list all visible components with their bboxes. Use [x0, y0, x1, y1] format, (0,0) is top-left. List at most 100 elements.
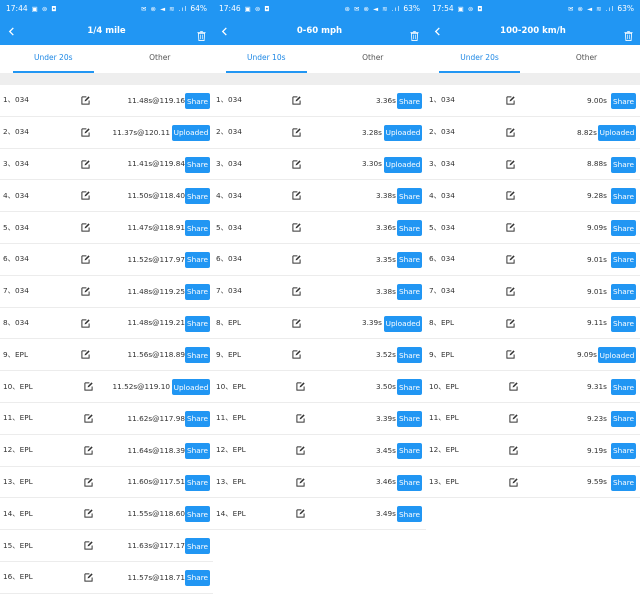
edit-icon[interactable] [84, 509, 93, 518]
edit-icon[interactable] [296, 382, 305, 391]
share-button[interactable]: Share [185, 442, 210, 459]
share-button[interactable]: Share [397, 410, 422, 427]
share-button[interactable]: Share [397, 474, 422, 491]
share-button[interactable]: Share [397, 442, 422, 459]
edit-icon[interactable] [506, 287, 515, 296]
share-button[interactable]: Share [611, 379, 636, 396]
share-button[interactable]: Share [185, 538, 210, 555]
tab-other[interactable]: Other [575, 53, 598, 62]
edit-icon[interactable] [509, 414, 518, 423]
edit-icon[interactable] [506, 191, 515, 200]
back-arrow-icon[interactable] [1, 17, 21, 45]
tab-other[interactable]: Other [149, 53, 171, 62]
edit-icon[interactable] [292, 255, 301, 264]
edit-icon[interactable] [296, 509, 305, 518]
share-button[interactable]: Share [185, 283, 210, 300]
edit-icon[interactable] [506, 159, 515, 169]
edit-icon[interactable] [81, 191, 90, 200]
edit-icon[interactable] [81, 287, 90, 296]
share-button[interactable]: Share [397, 220, 422, 237]
list-item: 13、EPL 11.60s@117.51 Share [0, 467, 213, 499]
share-button[interactable]: Share [185, 410, 210, 427]
edit-icon[interactable] [506, 255, 515, 264]
edit-icon[interactable] [81, 350, 90, 359]
share-button[interactable]: Share [397, 188, 422, 205]
edit-icon[interactable] [292, 223, 301, 232]
share-button[interactable]: Share [611, 188, 636, 205]
edit-icon[interactable] [84, 477, 93, 487]
edit-icon[interactable] [81, 318, 90, 328]
edit-icon[interactable] [84, 573, 93, 582]
share-button[interactable]: Share [185, 93, 210, 109]
uploaded-button[interactable]: Uploaded [384, 315, 422, 332]
edit-icon[interactable] [506, 223, 515, 232]
tab-other[interactable]: Other [362, 53, 384, 62]
share-button[interactable]: Share [185, 347, 210, 364]
share-button[interactable]: Share [611, 442, 636, 459]
share-button[interactable]: Share [397, 93, 422, 109]
share-button[interactable]: Share [611, 220, 636, 237]
share-button[interactable]: Share [611, 156, 636, 173]
trash-icon[interactable] [197, 26, 206, 41]
share-button[interactable]: Share [185, 251, 210, 268]
edit-icon[interactable] [509, 477, 518, 487]
share-button[interactable]: Share [611, 251, 636, 268]
share-button[interactable]: Share [397, 283, 422, 300]
share-button[interactable]: Share [397, 379, 422, 396]
edit-icon[interactable] [506, 128, 515, 137]
edit-icon[interactable] [506, 318, 515, 328]
share-button[interactable]: Share [611, 283, 636, 300]
uploaded-button[interactable]: Uploaded [172, 124, 210, 141]
edit-icon[interactable] [506, 96, 515, 105]
back-arrow-icon[interactable] [427, 17, 447, 45]
edit-icon[interactable] [292, 287, 301, 296]
edit-icon[interactable] [292, 318, 301, 328]
edit-icon[interactable] [84, 541, 93, 550]
edit-icon[interactable] [81, 223, 90, 232]
tab-primary[interactable]: Under 20s [0, 45, 107, 73]
share-button[interactable]: Share [611, 93, 636, 109]
share-button[interactable]: Share [185, 220, 210, 237]
uploaded-button[interactable]: Uploaded [384, 124, 422, 141]
uploaded-button[interactable]: Uploaded [384, 156, 422, 173]
share-button[interactable]: Share [397, 506, 422, 523]
share-button[interactable]: Share [185, 315, 210, 332]
share-button[interactable]: Share [611, 410, 636, 427]
share-button[interactable]: Share [397, 251, 422, 268]
edit-icon[interactable] [84, 414, 93, 423]
edit-icon[interactable] [81, 255, 90, 264]
share-button[interactable]: Share [185, 569, 210, 586]
uploaded-button[interactable]: Uploaded [598, 124, 636, 141]
uploaded-button[interactable]: Uploaded [598, 347, 636, 364]
edit-icon[interactable] [506, 350, 515, 359]
share-button[interactable]: Share [185, 506, 210, 523]
edit-icon[interactable] [296, 446, 305, 455]
share-button[interactable]: Share [185, 188, 210, 205]
uploaded-button[interactable]: Uploaded [172, 379, 210, 396]
edit-icon[interactable] [509, 382, 518, 391]
share-button[interactable]: Share [397, 347, 422, 364]
edit-icon[interactable] [84, 446, 93, 455]
edit-icon[interactable] [292, 350, 301, 359]
record-label: 2、034 [216, 127, 242, 137]
edit-icon[interactable] [81, 159, 90, 169]
edit-icon[interactable] [296, 414, 305, 423]
edit-icon[interactable] [296, 477, 305, 487]
edit-icon[interactable] [84, 382, 93, 391]
edit-icon[interactable] [292, 159, 301, 169]
tab-primary[interactable]: Under 10s [213, 45, 320, 73]
edit-icon[interactable] [292, 128, 301, 137]
trash-icon[interactable] [410, 26, 419, 41]
edit-icon[interactable] [292, 96, 301, 105]
edit-icon[interactable] [81, 128, 90, 137]
trash-icon[interactable] [624, 26, 633, 41]
share-button[interactable]: Share [185, 474, 210, 491]
share-button[interactable]: Share [611, 474, 636, 491]
edit-icon[interactable] [509, 446, 518, 455]
tab-primary[interactable]: Under 20s [426, 45, 533, 73]
share-button[interactable]: Share [185, 156, 210, 173]
share-button[interactable]: Share [611, 315, 636, 332]
edit-icon[interactable] [81, 96, 90, 105]
edit-icon[interactable] [292, 191, 301, 200]
back-arrow-icon[interactable] [214, 17, 234, 45]
